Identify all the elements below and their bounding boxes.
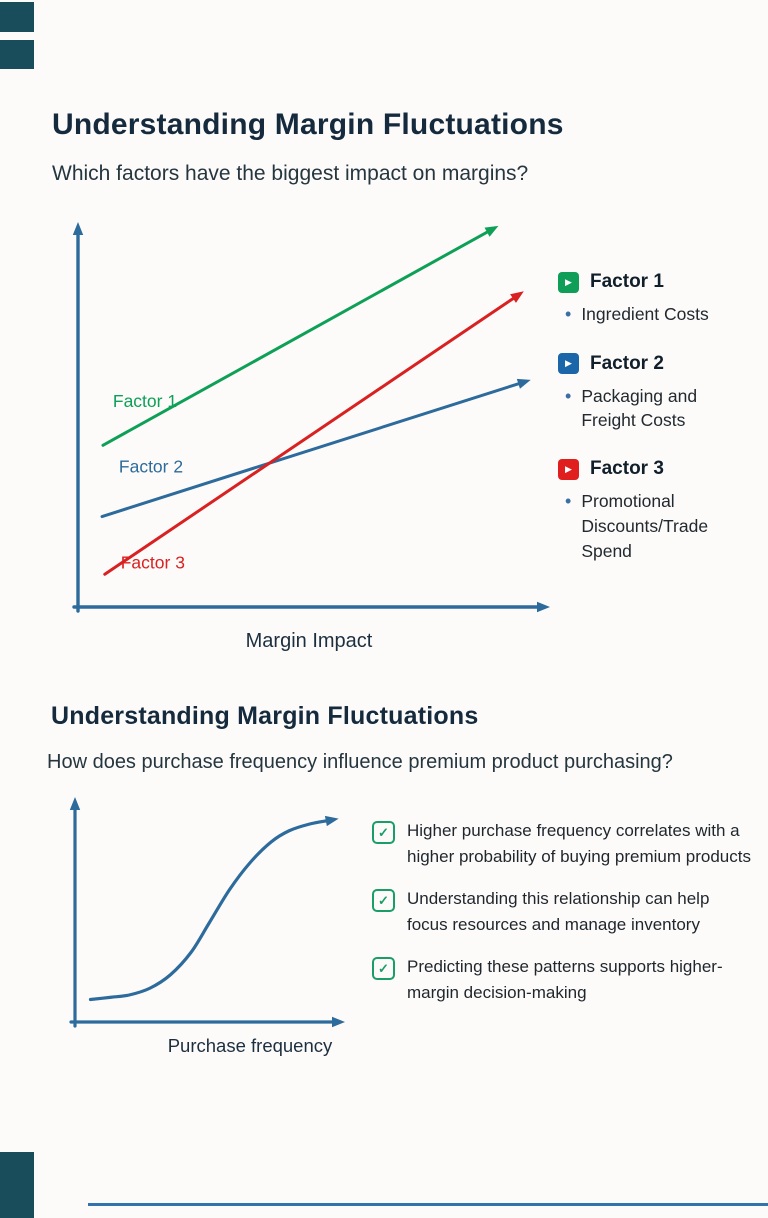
- brand-accent-block-top-2: [0, 40, 34, 69]
- legend-item-factor-1: Factor 1 Ingredient Costs: [558, 271, 763, 328]
- chart2-x-axis-label: Purchase frequency: [167, 1035, 333, 1056]
- bullet-dot-icon: [565, 302, 571, 328]
- insight-item: Understanding this relationship can help…: [372, 886, 758, 937]
- slide1-subtitle: Which factors have the biggest impact on…: [52, 162, 529, 185]
- series-arrow-factor-2: [100, 378, 531, 519]
- y-axis: [69, 797, 81, 1028]
- bullet-dot-icon: [565, 489, 571, 564]
- legend-item-factor-3: Factor 3 Promotional Discounts/Trade Spe…: [558, 458, 763, 564]
- legend-item-header: Factor 3: [558, 458, 763, 480]
- insight-text: Understanding this relationship can help…: [407, 889, 710, 934]
- y-axis: [72, 222, 84, 613]
- curve-arrowhead-icon: [324, 815, 339, 827]
- legend-item-description-text: Promotional Discounts/Trade Spend: [581, 491, 709, 561]
- series-arrow-factor-3: [103, 291, 524, 576]
- legend-item-description: Packaging and Freight Costs: [558, 384, 737, 434]
- chart1-x-axis-label: Margin Impact: [245, 630, 373, 652]
- insight-checklist: Higher purchase frequency correlates wit…: [372, 818, 758, 1022]
- legend-item-description-text: Ingredient Costs: [581, 304, 709, 324]
- legend-item-header: Factor 1: [558, 271, 763, 293]
- x-axis: [72, 601, 550, 613]
- checkbox-checked-icon: [372, 957, 395, 980]
- legend-item-description-text: Packaging and Freight Costs: [581, 385, 698, 431]
- insight-item: Predicting these patterns supports highe…: [372, 954, 758, 1005]
- legend-item-description: Promotional Discounts/Trade Spend: [558, 489, 737, 564]
- legend-item-label: Factor 1: [590, 271, 664, 292]
- slide2-title: Understanding Margin Fluctuations: [51, 702, 479, 730]
- brand-accent-block-bottom: [0, 1152, 34, 1218]
- legend-item-label: Factor 2: [590, 352, 664, 374]
- insight-text: Higher purchase frequency correlates wit…: [407, 821, 751, 866]
- legend-item-description: Ingredient Costs: [558, 302, 737, 328]
- series-inline-label: Factor 3: [121, 553, 185, 573]
- purchase-frequency-chart: [69, 797, 345, 1028]
- insight-item: Higher purchase frequency correlates wit…: [372, 818, 758, 869]
- series-inline-label: Factor 1: [113, 391, 177, 411]
- play-icon: [558, 458, 579, 480]
- margin-impact-chart: Factor 1 Factor 2 Factor 3: [72, 222, 550, 613]
- play-icon: [558, 353, 579, 375]
- checkbox-checked-icon: [372, 821, 395, 844]
- chart1-legend: Factor 1 Ingredient Costs Factor 2 Packa…: [558, 271, 763, 589]
- legend-item-label: Factor 3: [590, 458, 664, 480]
- legend-item-factor-2: Factor 2 Packaging and Freight Costs: [558, 353, 763, 434]
- slide1-title: Understanding Margin Fluctuations: [52, 108, 564, 141]
- legend-item-header: Factor 2: [558, 353, 763, 375]
- x-axis: [69, 1016, 345, 1028]
- checkbox-checked-icon: [372, 889, 395, 912]
- bottom-divider-line: [88, 1203, 768, 1206]
- play-icon: [558, 271, 579, 293]
- insight-text: Predicting these patterns supports highe…: [407, 957, 723, 1002]
- sigmoid-curve: [88, 819, 330, 1002]
- series-arrow-factor-1: [101, 225, 499, 447]
- brand-accent-block-top-1: [0, 2, 34, 32]
- bullet-dot-icon: [565, 384, 571, 434]
- slide2-subtitle: How does purchase frequency influence pr…: [47, 751, 673, 773]
- series-inline-label: Factor 2: [119, 456, 183, 476]
